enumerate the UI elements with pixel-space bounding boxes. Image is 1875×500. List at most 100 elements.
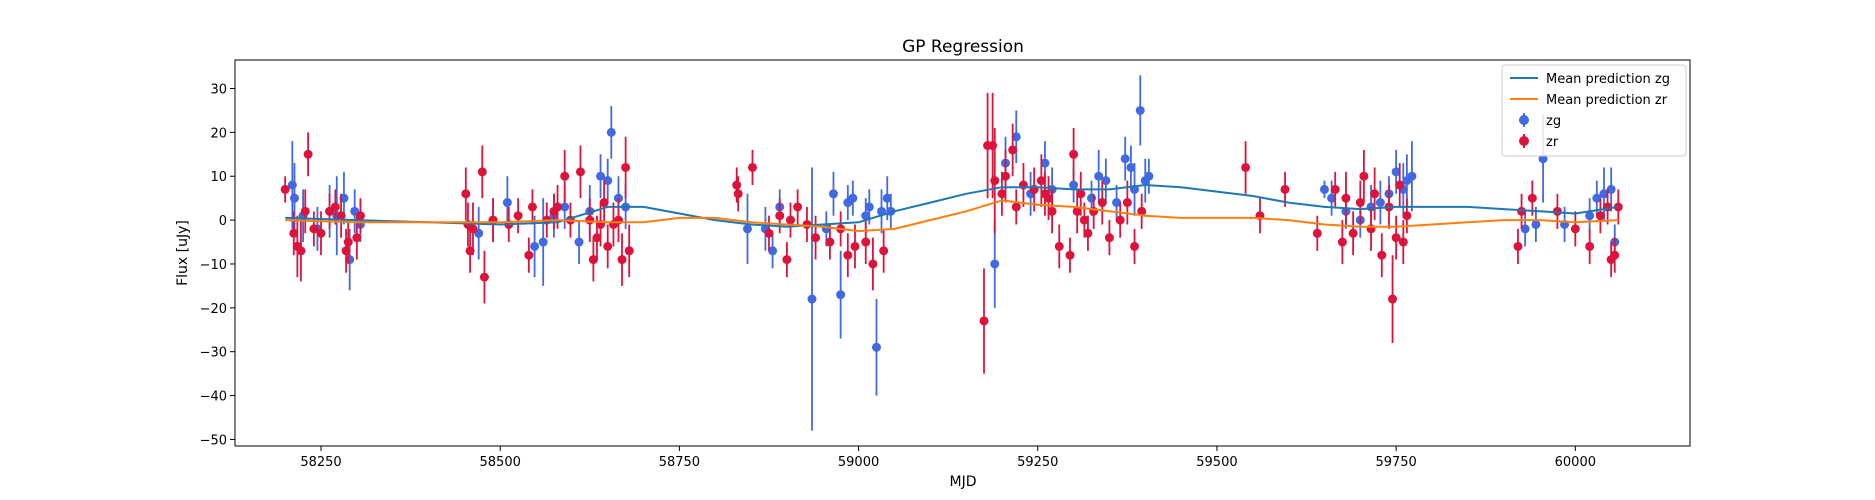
- y-tick-label: −40: [200, 390, 227, 405]
- zr-point: [843, 250, 853, 260]
- zr-point: [355, 211, 365, 221]
- zr-point: [1388, 294, 1398, 304]
- zr-point: [300, 206, 310, 216]
- y-tick-label: 20: [210, 126, 227, 141]
- zr-point: [330, 202, 340, 212]
- zr-point: [1359, 171, 1369, 181]
- y-tick-label: 30: [210, 83, 227, 98]
- zg-point: [1319, 184, 1329, 194]
- zg-point: [864, 202, 874, 212]
- zg-point: [1592, 193, 1602, 203]
- zr-point: [621, 162, 631, 172]
- x-tick-label: 58750: [659, 455, 700, 470]
- zr-point: [1001, 171, 1011, 181]
- zg-point: [596, 171, 606, 181]
- zg-point: [871, 342, 881, 352]
- zr-point: [1097, 198, 1107, 208]
- zr-point: [1402, 211, 1412, 221]
- zg-point: [603, 176, 613, 186]
- mean-line-zg: [285, 184, 1619, 228]
- zr-point: [1330, 184, 1340, 194]
- y-tick-label: −30: [200, 346, 227, 361]
- zg-point: [1391, 167, 1401, 177]
- zg-point: [990, 259, 1000, 269]
- zr-point: [588, 255, 598, 265]
- zr-point: [1065, 250, 1075, 260]
- zg-point: [1011, 132, 1021, 142]
- x-tick-label: 60000: [1555, 455, 1596, 470]
- zr-point: [1008, 145, 1018, 155]
- zg-point: [574, 237, 584, 247]
- axes: 58250 58500 58750 59000 59250 59500 59750 60000…: [200, 83, 1596, 470]
- zr-point: [624, 246, 634, 256]
- zr-point: [603, 241, 613, 251]
- zr-point: [1398, 237, 1408, 247]
- zg-point: [606, 127, 616, 137]
- zg-point: [1407, 171, 1417, 181]
- zr-point: [513, 211, 523, 221]
- zr-point: [1044, 193, 1054, 203]
- zr-point: [1130, 241, 1140, 251]
- zg-point: [828, 189, 838, 199]
- zr-point: [733, 189, 743, 199]
- zr-point: [303, 149, 313, 159]
- zr-point: [1355, 198, 1365, 208]
- plot-area: [280, 75, 1623, 431]
- zr-point: [309, 224, 319, 234]
- zr-point: [1391, 233, 1401, 243]
- zg-point: [1327, 193, 1337, 203]
- zg-point: [560, 202, 570, 212]
- zr-point: [553, 202, 563, 212]
- zr-point: [316, 228, 326, 238]
- legend-label-zg-line: Mean prediction zg: [1546, 72, 1670, 87]
- zr-point: [1570, 224, 1580, 234]
- zr-point: [1079, 215, 1089, 225]
- zg-point: [1375, 198, 1385, 208]
- zr-point: [1337, 237, 1347, 247]
- zr-point: [1603, 202, 1613, 212]
- zg-point: [1126, 162, 1136, 172]
- zr-point: [1069, 149, 1079, 159]
- zg-point: [882, 193, 892, 203]
- zr-point: [1047, 206, 1057, 216]
- y-tick-label: 10: [210, 170, 227, 185]
- zg-point: [1112, 198, 1122, 208]
- zg-point: [1520, 224, 1530, 234]
- plot-frame: [234, 59, 1691, 447]
- chart-title: GP Regression: [902, 37, 1024, 57]
- zr-point: [585, 215, 595, 225]
- x-axis-label: MJD: [950, 474, 977, 490]
- x-tick-label: 58500: [480, 455, 521, 470]
- zg-point: [1069, 180, 1079, 190]
- zr-point: [1585, 241, 1595, 251]
- zg-point: [836, 290, 846, 300]
- zr-point: [1104, 233, 1114, 243]
- zr-point: [1312, 228, 1322, 238]
- legend-swatch-zr-marker: [1519, 136, 1529, 146]
- zg-point: [1606, 184, 1616, 194]
- zr-point: [575, 167, 585, 177]
- zr-point: [764, 228, 774, 238]
- zr-point: [1513, 241, 1523, 251]
- zr-point: [341, 246, 351, 256]
- zr-point: [560, 171, 570, 181]
- zg-point: [530, 241, 540, 251]
- zr-point: [1011, 202, 1021, 212]
- zr-point: [296, 246, 306, 256]
- x-tick-label: 59750: [1375, 455, 1416, 470]
- x-tick-label: 59000: [838, 455, 879, 470]
- zg-point: [1135, 105, 1145, 115]
- zr-point: [1280, 184, 1290, 194]
- zr-point: [1115, 215, 1125, 225]
- zr-point: [785, 215, 795, 225]
- zg-point: [768, 246, 778, 256]
- zr-point: [1341, 193, 1351, 203]
- zr-point: [1137, 206, 1147, 216]
- zr-point: [793, 202, 803, 212]
- zr-point: [343, 237, 353, 247]
- legend-box: [1501, 64, 1687, 157]
- legend-label-zr: zr: [1546, 135, 1559, 150]
- zr-point: [850, 241, 860, 251]
- zr-point: [1054, 241, 1064, 251]
